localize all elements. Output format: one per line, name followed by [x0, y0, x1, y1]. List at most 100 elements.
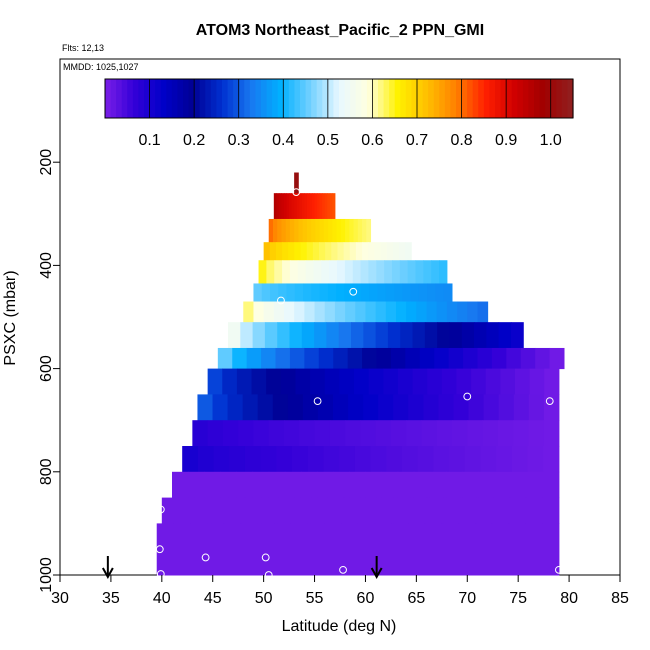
heatmap-cell	[299, 193, 303, 220]
colorbar-segment	[116, 79, 123, 118]
colorbar-segment	[138, 79, 145, 118]
heatmap-cell	[324, 301, 336, 323]
heatmap-cell	[325, 242, 332, 261]
colorbar-segment	[534, 79, 541, 118]
heatmap-cell	[449, 446, 466, 473]
colorbar-segment	[255, 79, 262, 118]
heatmap-cell	[344, 283, 354, 303]
heatmap-cell	[390, 420, 407, 447]
colorbar-segment	[155, 79, 162, 118]
colorbar-segment	[327, 79, 335, 118]
heatmap-cell	[363, 322, 377, 349]
colorbar-segment	[389, 79, 396, 118]
heatmap-cell	[312, 242, 320, 261]
heatmap-cell	[535, 347, 551, 370]
heatmap-cell	[277, 322, 291, 349]
heatmap-cell	[268, 471, 286, 499]
heatmap-cell	[266, 368, 282, 395]
colorbar-tick-label: 1.0	[540, 132, 562, 149]
colorbar-segment	[188, 79, 195, 118]
sample-point	[349, 287, 358, 296]
heatmap-cell	[369, 283, 379, 303]
colorbar-segment	[194, 79, 201, 118]
heatmap-cell	[323, 218, 329, 243]
heatmap-cell	[182, 446, 199, 473]
heatmap-cell	[232, 347, 248, 370]
heatmap-cell	[485, 368, 501, 395]
heatmap-cell	[172, 471, 189, 499]
heatmap-cell	[429, 471, 447, 499]
heatmap-cell	[433, 446, 450, 473]
sample-point	[156, 505, 165, 514]
heatmap-cell	[380, 242, 388, 261]
heatmap-cell	[345, 420, 361, 447]
heatmap-cell	[525, 523, 543, 576]
colorbar-segment	[305, 79, 312, 118]
colorbar-segment	[506, 79, 513, 118]
heatmap-cell	[378, 394, 394, 421]
heatmap-cell	[314, 193, 318, 220]
heatmap-cell	[360, 497, 378, 524]
heatmap-cell	[301, 322, 315, 349]
heatmap-cell	[397, 471, 415, 499]
heatmap-cell	[368, 368, 384, 395]
heatmap-cell	[375, 322, 389, 349]
heatmap-cell	[280, 368, 296, 395]
heatmap-cell	[275, 242, 283, 261]
heatmap-cell	[294, 497, 312, 524]
heatmap-cell	[319, 193, 323, 220]
colorbar-segment	[216, 79, 223, 118]
heatmap-cell	[345, 218, 350, 243]
colorbar-segment	[405, 79, 413, 118]
colorbar-segment	[433, 79, 440, 118]
x-tick-label: 45	[204, 590, 222, 607]
heatmap-cell	[253, 283, 263, 303]
heatmap-cell	[477, 301, 489, 323]
flight-arrows	[101, 556, 383, 580]
heatmap-cell	[498, 394, 515, 421]
colorbar-segment	[294, 79, 301, 118]
heatmap-cell	[275, 347, 291, 370]
heatmap-cell	[416, 301, 428, 323]
colorbar-segment	[444, 79, 452, 118]
heatmap-cell	[207, 420, 224, 447]
heatmap-cell	[412, 322, 426, 349]
heatmap-cell	[194, 497, 212, 524]
heatmap-cell	[228, 322, 241, 349]
heatmap-cell	[419, 347, 435, 370]
heatmap-cell	[393, 497, 411, 524]
heatmap-cell	[253, 301, 265, 323]
heatmap-cell	[220, 471, 237, 499]
heatmap-cell	[156, 523, 174, 576]
heatmap-cell	[272, 218, 278, 243]
x-tick-label: 50	[255, 590, 273, 607]
colorbar-segment	[545, 79, 552, 118]
colorbar-tick-label: 0.7	[406, 132, 428, 149]
heatmap-cell	[354, 368, 370, 395]
heatmap-cell	[311, 218, 316, 243]
heatmap-cell	[314, 322, 327, 349]
heatmap-cell	[500, 368, 516, 395]
heatmap-cell	[405, 347, 421, 370]
heatmap-cell	[340, 218, 346, 243]
heatmap-cell	[406, 420, 422, 447]
colorbar-segment	[378, 79, 385, 118]
colorbar-segment	[500, 79, 507, 118]
heatmap-cell	[329, 193, 333, 220]
heatmap-cell	[349, 242, 357, 261]
heatmap-cell	[511, 446, 529, 473]
heatmap-cell	[295, 368, 311, 395]
heatmap-cell	[390, 347, 406, 370]
heatmap-cell	[289, 347, 305, 370]
colorbar: 0.1 0.2 0.3 0.4 0.5 0.6 0.7 0.8 0.9 1.0	[104, 78, 574, 149]
heatmap-cell	[417, 446, 434, 473]
heatmap-cell	[211, 497, 229, 524]
heatmap-cell	[477, 347, 493, 370]
heatmap-cell	[362, 347, 377, 370]
heatmap-cell	[494, 471, 512, 499]
heatmap-cell	[317, 193, 321, 220]
heatmap-cell	[362, 242, 369, 261]
colorbar-tick-label: 0.2	[183, 132, 205, 149]
heatmap-cell	[525, 497, 543, 524]
